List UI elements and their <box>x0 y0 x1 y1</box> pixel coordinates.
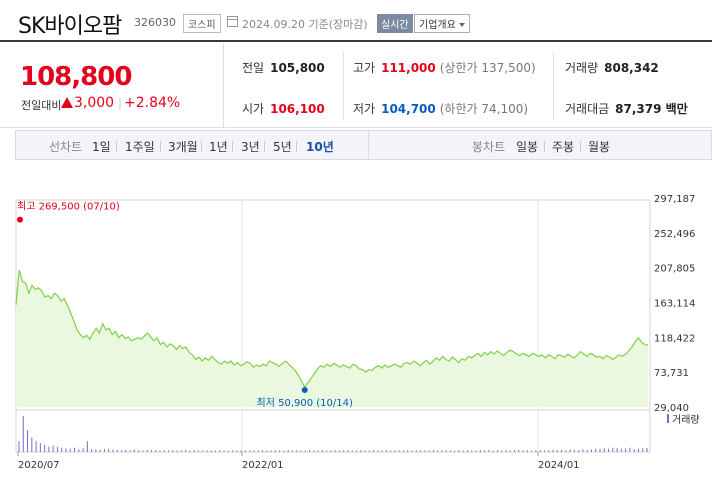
market-badge: 코스피 <box>183 14 221 33</box>
y-tick-label: 297,187 <box>654 194 695 205</box>
stat-prev: 전일 105,800 <box>242 61 325 75</box>
chevron-down-icon <box>458 23 465 27</box>
tab-weekly[interactable]: 주봉 <box>552 140 575 154</box>
realtime-button[interactable]: 실시간 <box>377 14 413 33</box>
volume-legend-swatch <box>667 414 669 423</box>
candle-chart-label: 봉차트 <box>472 140 506 154</box>
stat-high-value: 111,000 <box>381 61 436 75</box>
stat-high: 고가 111,000 (상한가 137,500) <box>353 61 536 75</box>
stock-code: 326030 <box>134 16 176 29</box>
tab-3y[interactable]: 3년 <box>241 140 260 154</box>
stat-prev-value: 105,800 <box>270 61 325 75</box>
high-label: 최고 269,500 (07/10) <box>17 201 120 213</box>
high-marker <box>17 216 23 223</box>
change-separator: | <box>118 96 123 110</box>
y-tick-label: 207,805 <box>654 264 695 275</box>
price-line <box>15 269 649 388</box>
stats-divider <box>553 52 554 120</box>
tab-monthly[interactable]: 월봉 <box>588 140 611 154</box>
stock-header: SK바이오팜 326030 코스피 2024.09.20 기준(장마감) 실시간… <box>0 0 712 42</box>
y-tick-label: 163,114 <box>654 299 695 310</box>
stat-open-value: 106,100 <box>270 102 325 116</box>
x-tick-label: 2020/07 <box>18 460 60 471</box>
tab-1y[interactable]: 1년 <box>209 140 228 154</box>
quote-date: 2024.09.20 기준(장마감) <box>242 18 368 31</box>
change-label: 전일대비 <box>21 99 62 112</box>
calendar-icon <box>227 16 238 27</box>
tab-3m[interactable]: 3개월 <box>168 140 198 154</box>
tab-1d[interactable]: 1일 <box>92 140 111 154</box>
x-tick-label: 2022/01 <box>242 460 284 471</box>
stat-low: 저가 104,700 (하한가 74,100) <box>353 102 529 116</box>
stat-lower-limit: (하한가 74,100) <box>439 102 529 116</box>
current-price: 108,800 <box>20 62 132 92</box>
price-area <box>16 269 648 407</box>
stats-divider <box>343 52 344 120</box>
price-chart[interactable]: 2020/07 2022/01 2024/01 297,187 252,496 207,8… <box>0 160 712 478</box>
stat-amount: 거래대금 87,379 백만 <box>565 102 688 116</box>
line-chart-label: 선차트 <box>49 140 83 154</box>
low-label: 최저 50,900 (10/14) <box>257 397 353 409</box>
change-value: 3,000 <box>74 95 115 111</box>
company-info-dropdown[interactable]: 기업개요 <box>414 14 470 33</box>
x-tick-label: 2024/01 <box>538 460 580 471</box>
stats-grid: 전일 105,800 시가 106,100 고가 111,000 (상한가 137,50… <box>225 44 712 128</box>
y-tick-label: 118,422 <box>654 333 695 344</box>
stat-volume: 거래량 808,342 <box>565 61 659 75</box>
change-percent: +2.84% <box>124 95 181 111</box>
tab-5y[interactable]: 5년 <box>273 140 292 154</box>
price-box: 108,800 전일대비 3,000 | +2.84% <box>0 44 224 128</box>
stat-low-value: 104,700 <box>381 102 436 116</box>
chart-frame <box>15 199 651 453</box>
tab-1w[interactable]: 1주일 <box>125 140 155 154</box>
y-tick-label: 73,731 <box>654 368 689 379</box>
stat-open: 시가 106,100 <box>242 102 325 116</box>
stat-volume-value: 808,342 <box>604 61 659 75</box>
low-marker <box>301 386 308 393</box>
volume-legend-label: 거래량 <box>672 414 700 426</box>
y-tick-label: 252,496 <box>654 229 695 240</box>
tab-10y[interactable]: 10년 <box>306 140 334 154</box>
up-arrow-icon <box>61 97 73 108</box>
chart-period-tabs: 선차트 1일 1주일 3개월 1년 3년 5년 10년 봉차트 일봉 주봉 월봉 <box>15 130 712 160</box>
stock-name: SK바이오팜 <box>18 14 122 39</box>
stat-upper-limit: (상한가 137,500) <box>439 61 536 75</box>
stat-amount-value: 87,379 백만 <box>615 102 688 116</box>
y-tick-label: 29,040 <box>654 403 689 414</box>
tab-daily[interactable]: 일봉 <box>516 140 539 154</box>
